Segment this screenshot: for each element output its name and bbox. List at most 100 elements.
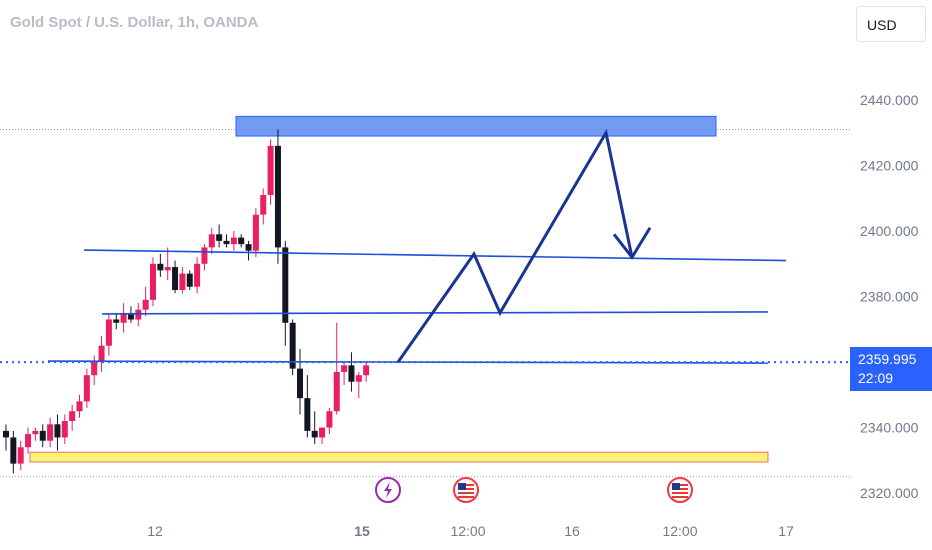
candle-body (179, 273, 186, 291)
candle (348, 352, 355, 392)
candle (142, 286, 149, 317)
candle (120, 303, 127, 333)
candle (282, 240, 289, 346)
candle (54, 414, 61, 451)
candle-body (252, 214, 259, 251)
candle-body (208, 234, 215, 248)
candle (238, 234, 245, 248)
candle-body (194, 263, 201, 287)
candle (69, 404, 76, 431)
event-markers[interactable] (375, 477, 693, 503)
candle (32, 427, 39, 441)
candle-body (61, 421, 68, 438)
candle (10, 430, 17, 474)
candle-body (348, 365, 355, 382)
candle (83, 368, 90, 408)
candle-body (355, 375, 362, 382)
candle (355, 371, 362, 399)
flag-stripe (672, 492, 688, 494)
candle (3, 424, 9, 451)
candle (304, 375, 311, 438)
candle-body (150, 263, 156, 300)
candle (157, 253, 164, 277)
time-axis: 12 15 12:00 16 12:00 17 (147, 523, 794, 539)
candle (194, 257, 201, 294)
candle (39, 424, 46, 448)
candle-body (32, 430, 39, 435)
candle-body (223, 240, 230, 245)
candle (201, 244, 208, 271)
candle (341, 362, 348, 386)
candle (289, 319, 296, 376)
candle-body (157, 263, 164, 271)
candle-body (319, 427, 326, 438)
candle-body (91, 362, 98, 376)
candle (260, 188, 267, 225)
candle-body (216, 234, 223, 241)
candle-body (304, 398, 311, 431)
candle (98, 335, 105, 372)
lightning-icon[interactable] (375, 477, 401, 503)
candle-body (127, 312, 134, 320)
currency-button[interactable]: USD (856, 6, 926, 42)
last-price-value: 2359.995 (858, 351, 917, 367)
candle (297, 348, 303, 415)
candle-body (83, 375, 90, 402)
price-tick-label: 2400.000 (860, 223, 919, 239)
candle (172, 260, 179, 294)
candle (179, 267, 186, 294)
price-tick-label: 2380.000 (860, 289, 919, 305)
us-flag-icon[interactable] (453, 477, 479, 503)
candle-body (120, 312, 127, 323)
candle-body (326, 411, 333, 428)
candle-body (3, 430, 9, 438)
candle-body (363, 365, 370, 376)
candle-body (98, 345, 105, 363)
candle (164, 247, 171, 281)
candle (230, 231, 237, 251)
candle (274, 129, 281, 264)
price-tick-label: 2320.000 (860, 485, 919, 501)
symbol-title: Gold Spot / U.S. Dollar, 1h, OANDA (10, 14, 259, 31)
candle (17, 440, 24, 471)
price-tick-label: 2420.000 (860, 158, 919, 174)
support-zone (29, 451, 769, 463)
price-axis: 2320.0002340.0002360.0002380.0002400.000… (860, 92, 919, 501)
candle (91, 355, 98, 386)
candle-body (186, 273, 193, 287)
flag-canton (458, 483, 466, 490)
candle-body (333, 371, 340, 412)
candle-body (260, 195, 267, 215)
candle-body (164, 267, 171, 271)
flag-canton (672, 483, 680, 490)
candle-body (10, 437, 17, 464)
us-flag-icon[interactable] (667, 477, 693, 503)
candlestick-series (3, 129, 370, 474)
candle-body (172, 267, 179, 291)
candle-body (297, 368, 303, 399)
candle-body (39, 430, 46, 441)
candle-body (47, 424, 54, 441)
candle-body (341, 365, 348, 372)
time-tick-label: 15 (354, 523, 370, 539)
candle-body (54, 424, 61, 438)
bar-countdown: 22:09 (858, 370, 894, 386)
candle-body (267, 145, 274, 196)
candle (311, 411, 318, 444)
time-tick-label: 17 (778, 523, 794, 539)
candle (333, 322, 340, 415)
candle-body (69, 411, 76, 422)
candle (186, 270, 193, 291)
candle-body (245, 244, 252, 251)
projection-arrowhead (612, 226, 652, 260)
candle (319, 427, 326, 444)
flag-stripe (672, 496, 688, 498)
candle-body (25, 434, 32, 448)
price-tick-label: 2440.000 (860, 92, 919, 108)
time-tick-label: 16 (564, 523, 580, 539)
candle (216, 224, 223, 248)
candle (326, 407, 333, 435)
candle-body (113, 319, 120, 323)
lightning-glyph (384, 482, 392, 498)
